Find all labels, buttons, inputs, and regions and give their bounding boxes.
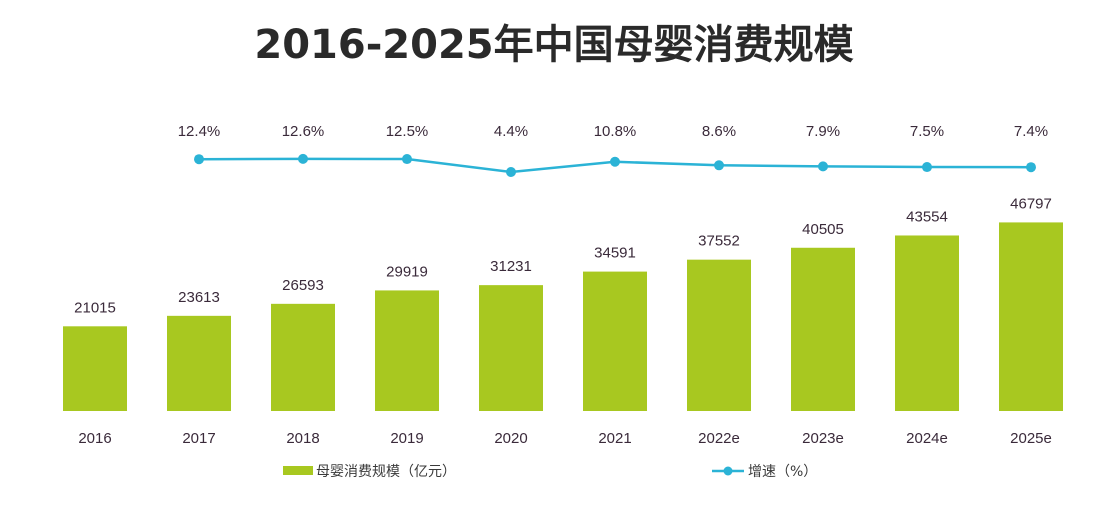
bar-value-label-2017: 23613 [178, 289, 220, 306]
growth-point-2024e [922, 162, 932, 173]
x-tick-label-2023e: 2023e [802, 430, 844, 447]
growth-label-2023e: 7.9% [806, 123, 840, 140]
bar-2025e [999, 222, 1063, 411]
x-tick-label-2018: 2018 [286, 430, 319, 447]
bar-value-label-2023e: 40505 [802, 221, 844, 238]
bar-2022e [687, 259, 751, 411]
bar-value-label-2018: 26593 [282, 277, 324, 294]
growth-label-2021: 10.8% [594, 123, 637, 140]
chart-title: 2016-2025年中国母婴消费规模 [254, 22, 854, 68]
growth-point-2020 [506, 167, 516, 177]
bar-value-label-2022e: 37552 [698, 233, 740, 250]
bar-value-label-2019: 29919 [386, 263, 428, 280]
growth-point-2023e [818, 161, 828, 172]
x-tick-label-2017: 2017 [182, 430, 215, 447]
x-tick-label-2016: 2016 [78, 430, 111, 447]
growth-label-2018: 12.6% [282, 123, 325, 140]
growth-label-2022e: 8.6% [702, 123, 736, 140]
bar-value-label-2025e: 46797 [1010, 195, 1052, 212]
growth-point-2018 [298, 153, 308, 164]
x-tick-label-2021: 2021 [598, 430, 631, 447]
legend-bar-label: 母婴消费规模（亿元） [316, 464, 456, 480]
growth-label-2025e: 7.4% [1014, 123, 1048, 140]
growth-point-2017 [194, 154, 204, 165]
growth-point-2025e [1026, 162, 1036, 173]
bar-2018 [271, 303, 335, 411]
bar-value-label-2021: 34591 [594, 245, 636, 262]
bar-value-label-2020: 31231 [490, 258, 532, 275]
bar-2016 [63, 326, 127, 411]
growth-label-2020: 4.4% [494, 123, 528, 140]
bar-2023e [791, 247, 855, 411]
bar-2020 [479, 285, 543, 411]
x-tick-label-2022e: 2022e [698, 430, 740, 447]
x-tick-label-2024e: 2024e [906, 430, 948, 447]
x-tick-label-2020: 2020 [494, 430, 527, 447]
bar-2017 [167, 315, 231, 411]
bar-2024e [895, 235, 959, 411]
growth-label-2024e: 7.5% [910, 123, 944, 140]
bar-2019 [375, 290, 439, 411]
growth-point-2021 [610, 156, 620, 167]
bar-value-label-2024e: 43554 [906, 208, 948, 225]
legend-line-label: 增速（%） [748, 464, 817, 480]
growth-point-2019 [402, 154, 412, 165]
bar-2021 [583, 271, 647, 411]
x-tick-label-2019: 2019 [390, 430, 423, 447]
x-tick-label-2025e: 2025e [1010, 430, 1052, 447]
growth-point-2022e [714, 160, 724, 171]
legend-line-marker [723, 466, 733, 476]
growth-label-2019: 12.5% [386, 123, 429, 140]
legend-bar-swatch [283, 466, 313, 475]
bar-value-label-2016: 21015 [74, 299, 116, 316]
growth-label-2017: 12.4% [178, 123, 221, 140]
